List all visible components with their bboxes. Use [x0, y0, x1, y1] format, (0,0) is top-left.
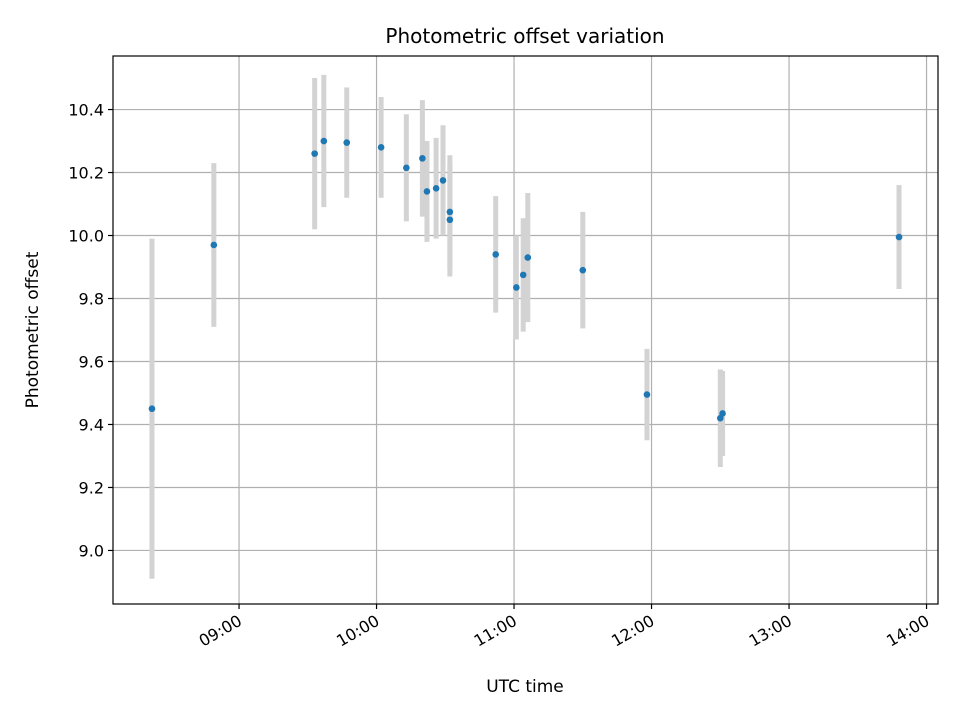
data-point	[719, 410, 726, 417]
data-point	[492, 251, 500, 258]
data-point	[320, 137, 328, 145]
data-point	[446, 208, 454, 216]
data-point	[446, 216, 454, 224]
data-point	[210, 241, 218, 249]
data-point	[148, 405, 156, 413]
y-tick-label: 9.8	[79, 290, 104, 309]
data-point	[403, 164, 410, 172]
point-layer	[148, 137, 903, 422]
y-tick-label: 9.4	[79, 415, 104, 434]
data-point	[519, 271, 527, 279]
data-point	[439, 177, 447, 184]
grid-layer	[113, 56, 938, 604]
data-point	[579, 266, 587, 274]
y-tick-label: 9.0	[79, 541, 104, 560]
data-point	[311, 150, 318, 157]
data-point	[423, 188, 431, 195]
data-point	[513, 284, 520, 291]
plot-frame	[112, 55, 939, 605]
data-point	[895, 233, 903, 241]
data-point	[343, 139, 351, 146]
y-axis-label: Photometric offset	[23, 251, 43, 408]
y-tick-label: 9.6	[79, 352, 104, 371]
y-tick-label: 9.2	[79, 478, 104, 497]
data-point	[432, 184, 440, 192]
y-tick-label: 10.2	[68, 164, 104, 183]
data-point	[377, 144, 385, 151]
chart-title: Photometric offset variation	[385, 24, 664, 48]
data-point	[419, 155, 426, 162]
data-point	[524, 254, 532, 261]
y-tick-label: 10.0	[68, 227, 104, 246]
y-tick-label: 10.4	[68, 101, 104, 120]
data-point	[643, 391, 651, 398]
x-axis-label: UTC time	[486, 677, 564, 697]
